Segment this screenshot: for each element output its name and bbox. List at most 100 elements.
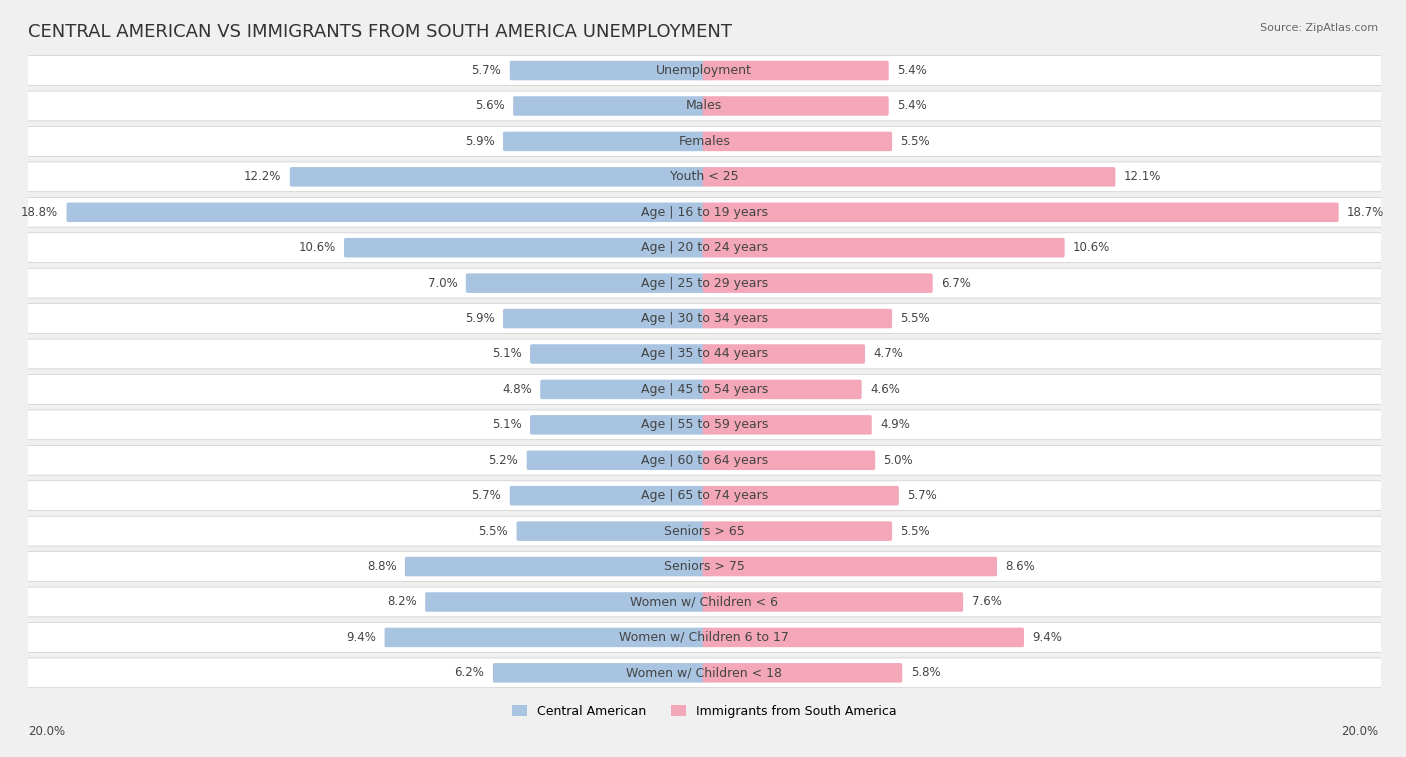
FancyBboxPatch shape <box>703 486 898 506</box>
Text: Seniors > 75: Seniors > 75 <box>664 560 745 573</box>
FancyBboxPatch shape <box>703 238 1064 257</box>
FancyBboxPatch shape <box>703 628 1024 647</box>
FancyBboxPatch shape <box>290 167 706 187</box>
FancyBboxPatch shape <box>27 304 1381 333</box>
FancyBboxPatch shape <box>27 233 1381 263</box>
Text: Age | 16 to 19 years: Age | 16 to 19 years <box>641 206 768 219</box>
Text: 5.5%: 5.5% <box>900 312 931 325</box>
Text: Age | 25 to 29 years: Age | 25 to 29 years <box>641 276 768 290</box>
Text: Youth < 25: Youth < 25 <box>671 170 738 183</box>
FancyBboxPatch shape <box>27 375 1381 404</box>
FancyBboxPatch shape <box>27 91 1381 121</box>
FancyBboxPatch shape <box>703 592 963 612</box>
FancyBboxPatch shape <box>27 162 1381 192</box>
FancyBboxPatch shape <box>703 344 865 364</box>
Text: 5.7%: 5.7% <box>471 64 502 77</box>
FancyBboxPatch shape <box>703 273 932 293</box>
Text: 8.6%: 8.6% <box>1005 560 1035 573</box>
FancyBboxPatch shape <box>703 96 889 116</box>
FancyBboxPatch shape <box>703 309 891 329</box>
Text: 5.7%: 5.7% <box>471 489 502 502</box>
Text: Age | 35 to 44 years: Age | 35 to 44 years <box>641 347 768 360</box>
FancyBboxPatch shape <box>540 380 706 399</box>
Text: Women w/ Children 6 to 17: Women w/ Children 6 to 17 <box>620 631 789 644</box>
Text: 7.6%: 7.6% <box>972 596 1001 609</box>
FancyBboxPatch shape <box>703 132 891 151</box>
FancyBboxPatch shape <box>503 309 706 329</box>
Text: 5.1%: 5.1% <box>492 347 522 360</box>
Text: 5.6%: 5.6% <box>475 99 505 113</box>
Text: Seniors > 65: Seniors > 65 <box>664 525 745 537</box>
Text: 9.4%: 9.4% <box>346 631 375 644</box>
FancyBboxPatch shape <box>465 273 706 293</box>
Text: Males: Males <box>686 99 723 113</box>
FancyBboxPatch shape <box>703 167 1115 187</box>
Text: Women w/ Children < 6: Women w/ Children < 6 <box>630 596 779 609</box>
Text: 5.4%: 5.4% <box>897 64 927 77</box>
FancyBboxPatch shape <box>703 522 891 541</box>
FancyBboxPatch shape <box>27 552 1381 581</box>
Text: Unemployment: Unemployment <box>657 64 752 77</box>
Text: 5.4%: 5.4% <box>897 99 927 113</box>
Text: 5.2%: 5.2% <box>488 453 519 467</box>
Text: 10.6%: 10.6% <box>1073 241 1111 254</box>
FancyBboxPatch shape <box>703 663 903 683</box>
Text: 5.5%: 5.5% <box>478 525 508 537</box>
Text: CENTRAL AMERICAN VS IMMIGRANTS FROM SOUTH AMERICA UNEMPLOYMENT: CENTRAL AMERICAN VS IMMIGRANTS FROM SOUT… <box>28 23 733 41</box>
Legend: Central American, Immigrants from South America: Central American, Immigrants from South … <box>506 699 901 723</box>
FancyBboxPatch shape <box>27 445 1381 475</box>
FancyBboxPatch shape <box>703 450 875 470</box>
Text: 4.6%: 4.6% <box>870 383 900 396</box>
FancyBboxPatch shape <box>344 238 706 257</box>
FancyBboxPatch shape <box>703 380 862 399</box>
FancyBboxPatch shape <box>27 339 1381 369</box>
Text: Age | 45 to 54 years: Age | 45 to 54 years <box>641 383 768 396</box>
Text: 20.0%: 20.0% <box>1341 725 1378 738</box>
FancyBboxPatch shape <box>703 557 997 576</box>
Text: Age | 55 to 59 years: Age | 55 to 59 years <box>641 419 768 431</box>
Text: Age | 60 to 64 years: Age | 60 to 64 years <box>641 453 768 467</box>
Text: 8.8%: 8.8% <box>367 560 396 573</box>
FancyBboxPatch shape <box>527 450 706 470</box>
Text: 4.9%: 4.9% <box>880 419 910 431</box>
FancyBboxPatch shape <box>530 415 706 435</box>
Text: Females: Females <box>678 135 730 148</box>
Text: 12.1%: 12.1% <box>1123 170 1161 183</box>
FancyBboxPatch shape <box>66 203 706 222</box>
FancyBboxPatch shape <box>530 344 706 364</box>
Text: 8.2%: 8.2% <box>387 596 416 609</box>
Text: 5.1%: 5.1% <box>492 419 522 431</box>
Text: 9.4%: 9.4% <box>1032 631 1063 644</box>
FancyBboxPatch shape <box>27 516 1381 546</box>
Text: Age | 65 to 74 years: Age | 65 to 74 years <box>641 489 768 502</box>
FancyBboxPatch shape <box>27 126 1381 156</box>
Text: Source: ZipAtlas.com: Source: ZipAtlas.com <box>1260 23 1378 33</box>
Text: 5.9%: 5.9% <box>465 312 495 325</box>
FancyBboxPatch shape <box>27 198 1381 227</box>
FancyBboxPatch shape <box>27 56 1381 86</box>
FancyBboxPatch shape <box>385 628 706 647</box>
FancyBboxPatch shape <box>27 587 1381 617</box>
FancyBboxPatch shape <box>510 486 706 506</box>
Text: Age | 20 to 24 years: Age | 20 to 24 years <box>641 241 768 254</box>
FancyBboxPatch shape <box>27 481 1381 510</box>
Text: 5.8%: 5.8% <box>911 666 941 679</box>
FancyBboxPatch shape <box>27 622 1381 653</box>
FancyBboxPatch shape <box>703 415 872 435</box>
Text: 4.8%: 4.8% <box>502 383 531 396</box>
Text: 6.2%: 6.2% <box>454 666 485 679</box>
Text: 5.5%: 5.5% <box>900 135 931 148</box>
Text: 5.5%: 5.5% <box>900 525 931 537</box>
FancyBboxPatch shape <box>494 663 706 683</box>
FancyBboxPatch shape <box>503 132 706 151</box>
FancyBboxPatch shape <box>27 268 1381 298</box>
Text: 10.6%: 10.6% <box>298 241 336 254</box>
FancyBboxPatch shape <box>27 410 1381 440</box>
Text: 5.9%: 5.9% <box>465 135 495 148</box>
FancyBboxPatch shape <box>27 658 1381 687</box>
FancyBboxPatch shape <box>425 592 706 612</box>
Text: 5.7%: 5.7% <box>907 489 936 502</box>
Text: 4.7%: 4.7% <box>873 347 903 360</box>
FancyBboxPatch shape <box>703 203 1339 222</box>
FancyBboxPatch shape <box>510 61 706 80</box>
